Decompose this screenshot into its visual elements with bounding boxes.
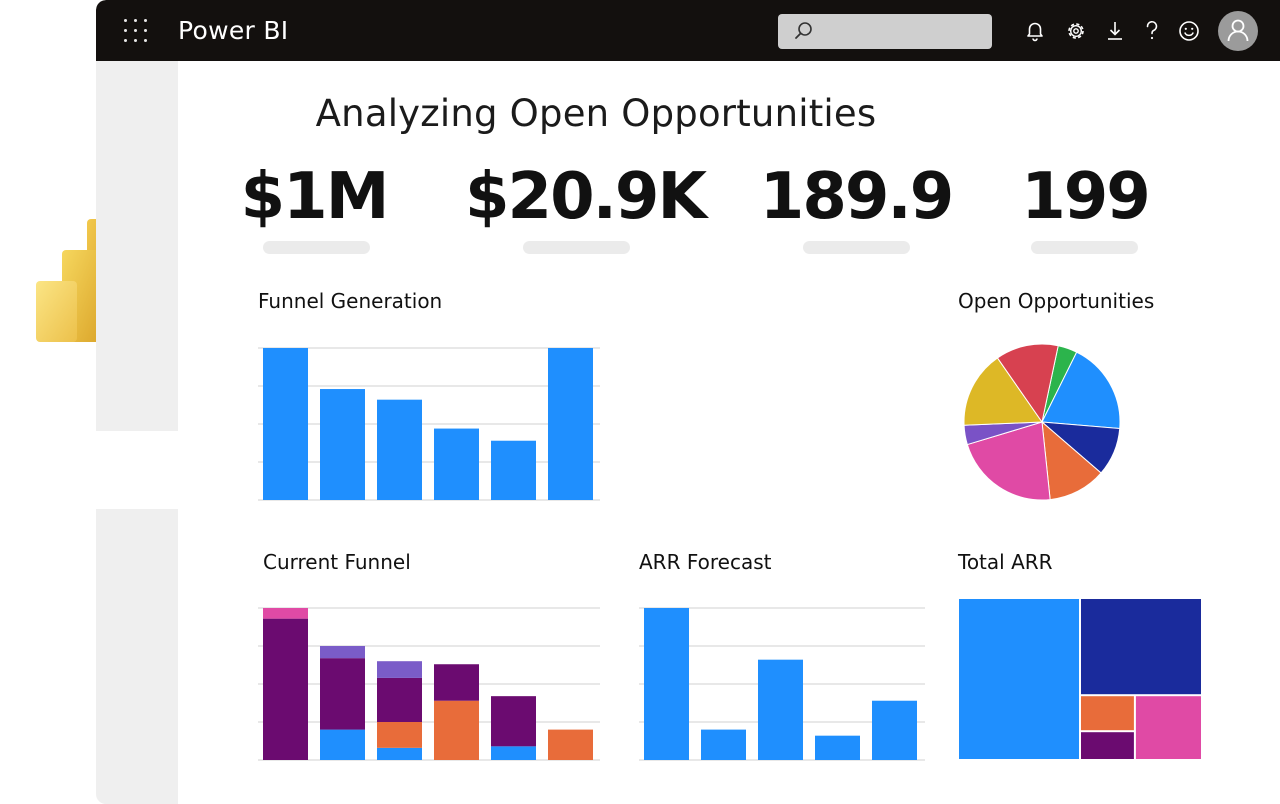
total-arr-treemap[interactable] [958,598,1204,762]
kpi-label-placeholder-4 [1031,241,1138,254]
pie-slice-red[interactable] [996,343,1059,424]
funnel-generation-bar-1[interactable] [263,348,308,500]
apps-waffle-icon[interactable] [122,17,152,47]
arr-forecast-title: ARR Forecast [639,550,772,574]
download-icon[interactable] [1102,18,1128,44]
kpi-value-4[interactable]: 199 [1021,160,1151,234]
total-arr-title: Total ARR [958,550,1053,574]
current-funnel-segment-4-dark_purple[interactable] [434,664,479,701]
funnel-generation-bar-4[interactable] [434,428,479,500]
arr-forecast-bar-2[interactable] [701,729,746,760]
bell-icon[interactable] [1022,18,1048,44]
arr-forecast-bar-1[interactable] [644,608,689,760]
current-funnel-chart[interactable] [258,600,600,764]
funnel-generation-bar-6[interactable] [548,348,593,500]
user-icon [1227,19,1249,42]
current-funnel-segment-5-blue[interactable] [491,746,536,760]
sidebar-upper [96,61,178,431]
arr-forecast-chart[interactable] [639,600,925,764]
kpi-label-placeholder-1 [263,241,370,254]
sidebar-lower [96,509,178,804]
current-funnel-title: Current Funnel [263,550,411,574]
current-funnel-segment-1-pink[interactable] [263,608,308,619]
search-input[interactable] [822,20,986,44]
current-funnel-segment-4-orange[interactable] [434,700,479,760]
pie-slice-pink[interactable] [966,421,1051,501]
treemap-tile-blue[interactable] [959,599,1079,759]
funnel-generation-title: Funnel Generation [258,289,443,313]
kpi-label-placeholder-2 [523,241,630,254]
current-funnel-segment-2-blue[interactable] [320,729,365,760]
funnel-generation-chart[interactable] [258,340,600,502]
funnel-generation-bar-3[interactable] [377,399,422,500]
smiley-icon[interactable] [1176,18,1202,44]
current-funnel-segment-1-dark_purple[interactable] [263,618,308,760]
current-funnel-segment-3-orange[interactable] [377,722,422,748]
treemap-tile-orange[interactable] [1081,696,1134,731]
current-funnel-segment-2-dark_purple[interactable] [320,658,365,730]
help-icon[interactable] [1139,18,1165,44]
kpi-value-3[interactable]: 189.9 [759,160,954,234]
search-icon [795,22,812,39]
report-title: Analyzing Open Opportunities [315,92,877,135]
gear-icon[interactable] [1063,18,1089,44]
arr-forecast-bar-3[interactable] [758,659,803,760]
top-bar: Power BI [96,0,1280,61]
treemap-tile-navy[interactable] [1081,599,1201,695]
kpi-value-2[interactable]: $20.9K [465,160,707,234]
current-funnel-segment-3-blue[interactable] [377,747,422,760]
funnel-generation-bar-5[interactable] [491,440,536,500]
kpi-label-placeholder-3 [803,241,910,254]
current-funnel-segment-2-light_purple[interactable] [320,646,365,659]
app-name[interactable]: Power BI [178,16,289,45]
treemap-tile-pink[interactable] [1135,696,1201,759]
kpi-value-1[interactable]: $1M [240,160,390,234]
open-opportunities-pie[interactable] [958,340,1128,510]
avatar[interactable] [1218,11,1258,51]
funnel-generation-bar-2[interactable] [320,389,365,500]
pie-slice-gold[interactable] [963,357,1043,426]
current-funnel-segment-3-light_purple[interactable] [377,661,422,678]
search-box[interactable] [778,14,992,49]
arr-forecast-bar-5[interactable] [872,700,917,760]
open-opportunities-title: Open Opportunities [958,289,1155,313]
current-funnel-segment-6-orange[interactable] [548,729,593,760]
pie-slice-blue[interactable] [1041,351,1121,430]
treemap-tile-dark_purple[interactable] [1081,732,1134,759]
current-funnel-segment-3-dark_purple[interactable] [377,677,422,722]
arr-forecast-bar-4[interactable] [815,735,860,760]
current-funnel-segment-5-dark_purple[interactable] [491,696,536,747]
